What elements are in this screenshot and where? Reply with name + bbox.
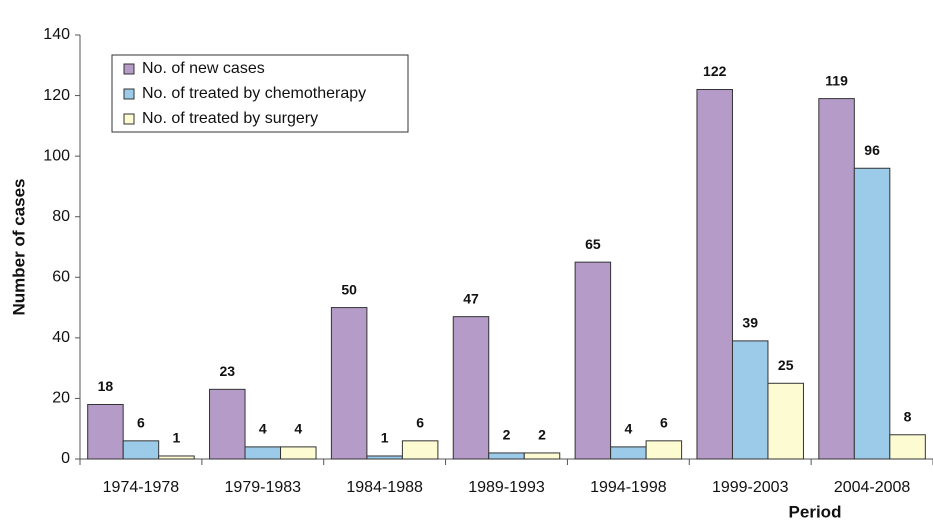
bar — [488, 452, 525, 460]
data-label: 39 — [742, 315, 758, 331]
bar — [731, 340, 769, 460]
bar — [330, 307, 368, 460]
data-label: 96 — [864, 142, 880, 158]
data-label: 2 — [503, 427, 511, 443]
legend-swatch — [123, 63, 135, 75]
data-label: 18 — [98, 378, 114, 394]
data-label: 6 — [660, 415, 668, 431]
data-label: 8 — [904, 408, 912, 424]
data-label: 23 — [219, 363, 235, 379]
bar — [574, 261, 612, 460]
data-label: 1 — [173, 430, 181, 446]
bar — [853, 167, 891, 460]
data-label: 4 — [259, 421, 267, 437]
x-tick-label: 1984-1988 — [346, 479, 423, 496]
bar — [244, 446, 282, 460]
data-label: 4 — [294, 421, 302, 437]
data-label: 6 — [416, 415, 424, 431]
bar — [889, 434, 926, 460]
x-tick-label: 1989-1993 — [468, 479, 545, 496]
legend-swatch — [123, 113, 135, 125]
data-label: 50 — [341, 281, 357, 297]
legend-label: No. of new cases — [142, 60, 265, 77]
data-label: 6 — [137, 415, 145, 431]
y-tick-label: 100 — [43, 147, 70, 164]
data-label: 47 — [463, 290, 479, 306]
data-label: 25 — [778, 357, 794, 373]
data-label: 119 — [825, 72, 848, 88]
y-tick-label: 80 — [52, 208, 70, 225]
data-label: 1 — [381, 430, 389, 446]
y-axis-label: Number of cases — [9, 179, 28, 316]
y-tick-label: 20 — [52, 390, 70, 407]
bar — [87, 403, 124, 460]
bar — [209, 388, 246, 460]
bar — [767, 382, 804, 460]
bar — [452, 316, 490, 460]
legend-label: No. of treated by chemotherapy — [142, 85, 366, 102]
bar — [401, 440, 439, 460]
x-tick-label: 2004-2008 — [834, 479, 911, 496]
x-tick-label: 1979-1983 — [225, 479, 302, 496]
data-label: 65 — [585, 236, 601, 252]
y-tick-label: 40 — [52, 329, 70, 346]
x-tick-label: 1999-2003 — [712, 479, 789, 496]
bar — [366, 455, 403, 460]
y-tick-label: 0 — [61, 450, 70, 467]
y-tick-label: 140 — [43, 26, 70, 43]
bar — [696, 89, 733, 460]
legend-label: No. of treated by surgery — [142, 110, 318, 127]
bar — [122, 440, 160, 460]
bar — [610, 446, 647, 460]
x-axis-label: Period — [789, 502, 842, 521]
x-tick-label: 1974-1978 — [103, 479, 180, 496]
legend-box — [111, 54, 409, 133]
bar — [280, 446, 317, 460]
bar — [645, 440, 683, 460]
data-label: 122 — [703, 63, 727, 79]
bar — [523, 452, 561, 460]
bar — [818, 98, 855, 460]
y-tick-label: 120 — [43, 87, 70, 104]
data-label: 4 — [624, 421, 632, 437]
x-tick-label: 1994-1998 — [590, 479, 667, 496]
legend-swatch — [123, 88, 135, 100]
bar — [158, 455, 195, 460]
data-label: 2 — [538, 427, 546, 443]
y-tick-label: 60 — [52, 269, 70, 286]
